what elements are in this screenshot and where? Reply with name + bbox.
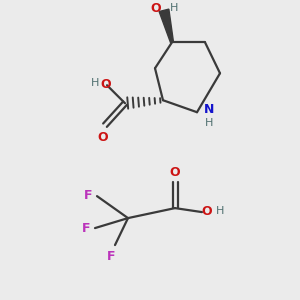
Polygon shape — [159, 9, 173, 43]
Text: O: O — [202, 205, 212, 218]
Text: F: F — [84, 189, 92, 202]
Text: H: H — [216, 206, 224, 216]
Text: H: H — [91, 78, 99, 88]
Text: H: H — [170, 3, 178, 13]
Text: O: O — [98, 131, 108, 144]
Text: O: O — [101, 78, 111, 91]
Text: O: O — [170, 166, 180, 178]
Text: F: F — [82, 222, 90, 235]
Text: O: O — [151, 2, 161, 15]
Text: H: H — [205, 118, 213, 128]
Text: N: N — [204, 103, 214, 116]
Text: F: F — [107, 250, 115, 262]
